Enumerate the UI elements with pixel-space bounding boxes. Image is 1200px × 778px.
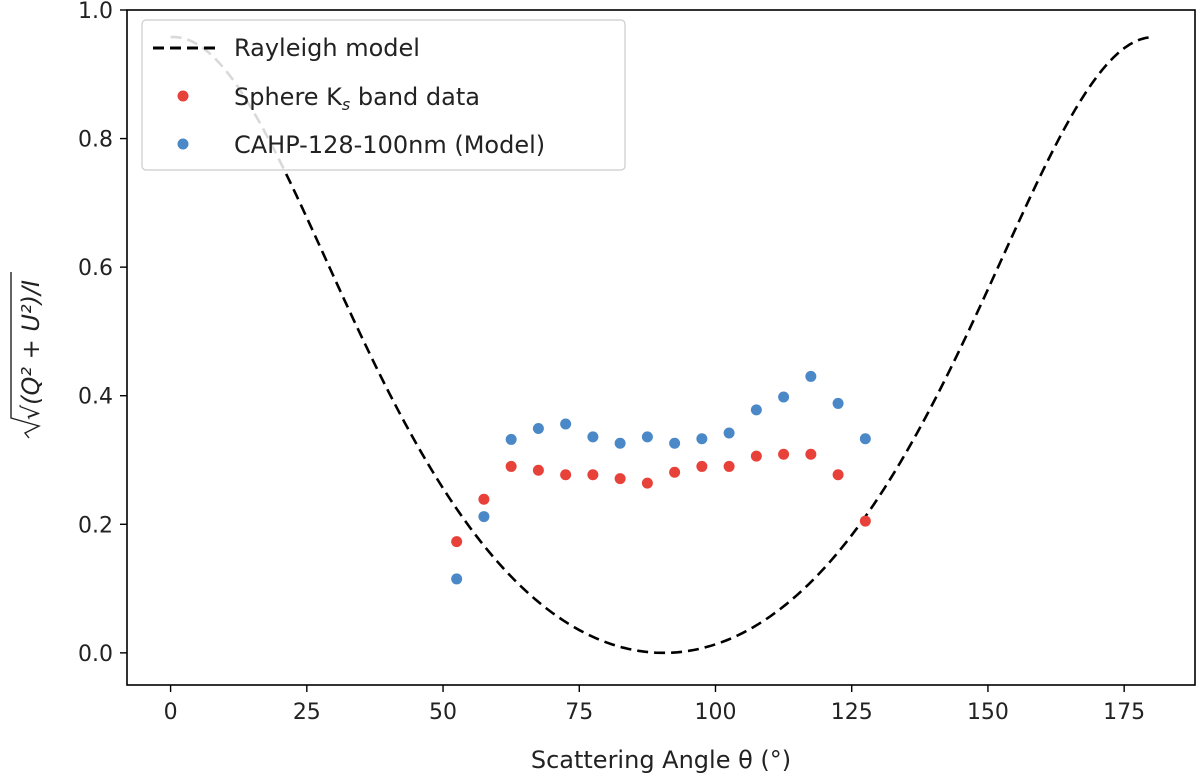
- cahp-model-point: [587, 431, 599, 443]
- cahp-model-point: [859, 433, 871, 445]
- cahp-model-point: [832, 397, 844, 409]
- legend-box: [141, 19, 626, 171]
- cahp-model-point: [750, 404, 762, 416]
- sphere-data-point: [778, 448, 790, 460]
- legend: Rayleigh model Sphere Ks band data CAHP-…: [141, 19, 626, 171]
- sphere-data-point: [805, 448, 817, 460]
- y-tick-label: 0.4: [78, 385, 113, 410]
- x-tick-label: 125: [831, 700, 873, 725]
- cahp-model-point: [532, 423, 544, 434]
- legend-sphere-marker: [177, 90, 189, 102]
- cahp-model-point: [614, 437, 626, 449]
- cahp-model-point: [478, 511, 490, 523]
- x-tick-label: 150: [967, 700, 1009, 725]
- plot-frame: [126, 9, 1196, 686]
- cahp-model-point: [560, 418, 572, 430]
- x-axis: 0 25 50 75 100 125 150 175: [164, 685, 1145, 725]
- y-tick-label: 0.6: [78, 256, 113, 281]
- cahp-model-point: [778, 391, 790, 403]
- y-tick-label: 0.0: [78, 642, 113, 667]
- y-tick-label: 0.2: [78, 513, 113, 538]
- sphere-data-point: [532, 464, 544, 476]
- sphere-data-point: [750, 450, 762, 462]
- sphere-data-point: [560, 469, 572, 481]
- y-axis-title-text: √(Q² + U²)/I: [17, 280, 45, 420]
- sphere-data-point: [696, 460, 708, 472]
- sphere-data-point: [859, 515, 871, 527]
- cahp-model-point: [805, 370, 817, 382]
- y-tick-label: 0.8: [78, 128, 113, 153]
- x-tick-label: 175: [1103, 700, 1145, 725]
- x-tick-label: 25: [293, 700, 321, 725]
- y-axis: 0.0 0.2 0.4 0.6 0.8 1.0: [78, 0, 127, 667]
- x-tick-label: 75: [565, 700, 593, 725]
- sqrt-radical: [10, 272, 41, 439]
- sphere-data-point: [451, 536, 463, 548]
- x-tick-label: 100: [694, 700, 736, 725]
- x-tick-label: 50: [429, 700, 457, 725]
- sphere-data-point: [641, 477, 653, 489]
- legend-cahp-marker: [177, 138, 189, 150]
- legend-rayleigh-label: Rayleigh model: [234, 34, 420, 62]
- rayleigh-model-line: [170, 35, 1152, 655]
- sphere-data-point: [614, 473, 626, 485]
- x-axis-title: Scattering Angle θ (°): [531, 746, 791, 774]
- x-tick-label: 0: [164, 700, 178, 725]
- cahp-model-point: [696, 433, 708, 445]
- legend-sphere-label: Sphere Ks band data: [234, 83, 480, 114]
- y-axis-title: √(Q² + U²)/I: [10, 272, 45, 439]
- cahp-model-point: [669, 437, 681, 449]
- cahp-model-point: [723, 427, 735, 439]
- sphere-data-point: [669, 466, 681, 478]
- legend-cahp-label: CAHP-128-100nm (Model): [234, 131, 545, 159]
- cahp-model-point: [505, 433, 517, 445]
- sphere-data-point: [505, 460, 517, 472]
- sphere-data-point: [723, 460, 735, 472]
- y-tick-label: 1.0: [78, 0, 113, 24]
- cahp-model-point: [451, 573, 463, 585]
- cahp-model-point: [641, 431, 653, 443]
- sphere-data-point: [587, 469, 599, 481]
- sphere-data-point: [832, 469, 844, 481]
- sphere-data-point: [478, 493, 490, 505]
